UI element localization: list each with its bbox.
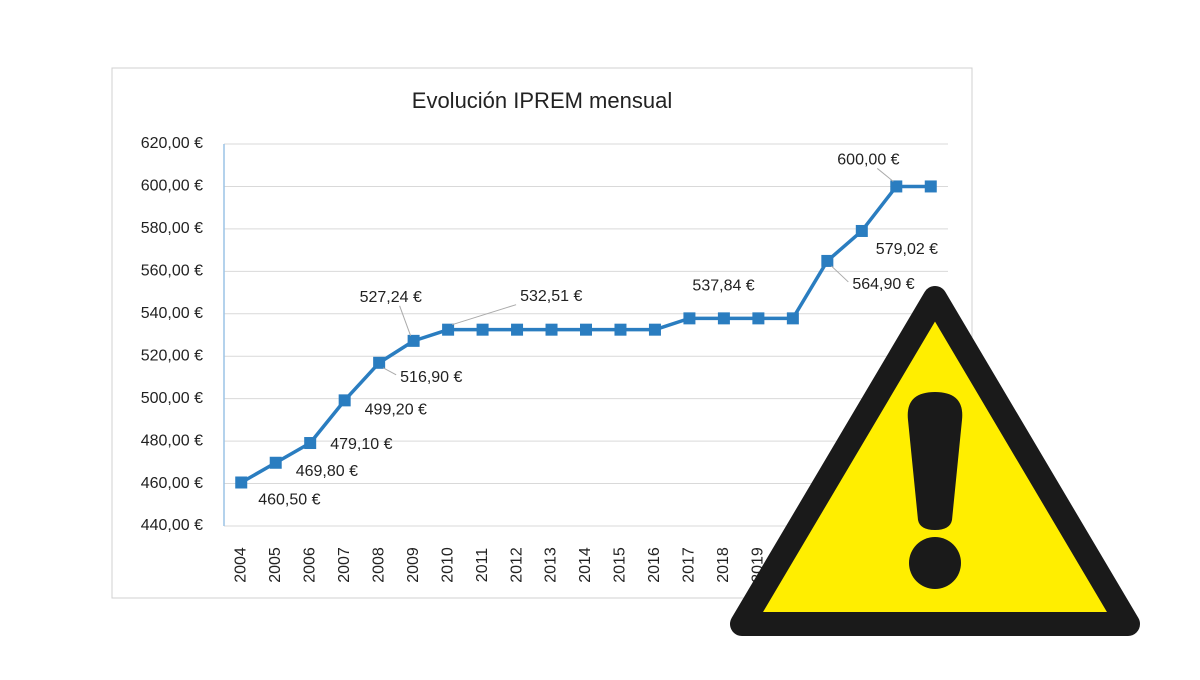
x-tick-label: 2008 bbox=[370, 547, 387, 583]
data-point bbox=[442, 323, 455, 336]
warning-sign bbox=[730, 286, 1140, 636]
data-point bbox=[855, 224, 868, 237]
data-label: 499,20 € bbox=[365, 402, 427, 419]
data-point bbox=[545, 323, 558, 336]
data-label: 469,80 € bbox=[296, 463, 358, 480]
data-label: 532,51 € bbox=[520, 288, 582, 305]
y-tick-label: 440,00 € bbox=[141, 517, 203, 534]
x-tick-label: 2007 bbox=[336, 547, 353, 583]
x-tick-label: 2015 bbox=[612, 547, 629, 583]
leader-line bbox=[399, 305, 412, 337]
data-point bbox=[752, 312, 765, 325]
x-tick-label: 2016 bbox=[646, 547, 663, 583]
x-tick-label: 2011 bbox=[474, 548, 491, 583]
y-tick-label: 580,00 € bbox=[141, 220, 203, 237]
data-label: 579,02 € bbox=[876, 241, 938, 258]
x-tick-label: 2010 bbox=[439, 547, 456, 583]
x-tick-label: 2006 bbox=[301, 547, 318, 583]
x-tick-label: 2009 bbox=[405, 547, 422, 583]
data-point bbox=[580, 323, 592, 336]
data-label: 600,00 € bbox=[837, 152, 899, 169]
x-tick-label: 2017 bbox=[681, 547, 698, 583]
data-point bbox=[821, 254, 834, 267]
data-label: 479,10 € bbox=[330, 436, 392, 453]
data-point bbox=[373, 356, 386, 369]
y-tick-label: 460,00 € bbox=[141, 475, 203, 492]
data-point bbox=[614, 323, 627, 336]
y-tick-label: 480,00 € bbox=[141, 432, 203, 449]
data-point bbox=[476, 323, 489, 336]
leader-line bbox=[876, 168, 894, 182]
data-point bbox=[511, 323, 524, 336]
y-tick-label: 540,00 € bbox=[141, 305, 203, 322]
x-tick-label: 2013 bbox=[543, 547, 560, 583]
data-point bbox=[890, 180, 903, 193]
x-tick-label: 2014 bbox=[577, 547, 594, 583]
data-point bbox=[269, 456, 282, 469]
data-point bbox=[717, 312, 730, 325]
data-point bbox=[235, 476, 248, 489]
leader-line bbox=[830, 265, 849, 283]
y-tick-label: 620,00 € bbox=[141, 135, 203, 152]
data-point bbox=[338, 394, 351, 407]
leader-line bbox=[382, 367, 397, 376]
y-tick-label: 520,00 € bbox=[141, 347, 203, 364]
exclamation-bar bbox=[907, 392, 963, 530]
data-label: 537,84 € bbox=[692, 278, 754, 295]
data-point bbox=[407, 334, 420, 347]
x-tick-label: 2012 bbox=[508, 547, 525, 583]
data-point bbox=[786, 312, 799, 325]
data-point bbox=[683, 312, 696, 325]
chart-title: Evolución IPREM mensual bbox=[412, 88, 672, 113]
x-tick-label: 2005 bbox=[267, 547, 284, 583]
data-point bbox=[648, 323, 661, 336]
x-tick-label: 2004 bbox=[232, 547, 249, 583]
data-point bbox=[304, 437, 317, 450]
data-label: 564,90 € bbox=[852, 276, 914, 293]
y-tick-label: 560,00 € bbox=[141, 263, 203, 280]
x-tick-label: 2018 bbox=[715, 547, 732, 583]
data-label: 460,50 € bbox=[258, 492, 320, 509]
exclamation-dot bbox=[909, 537, 961, 589]
y-tick-label: 500,00 € bbox=[141, 390, 203, 407]
leader-line bbox=[451, 304, 517, 326]
data-label: 516,90 € bbox=[400, 369, 462, 386]
data-label: 527,24 € bbox=[360, 289, 422, 306]
data-point bbox=[924, 180, 937, 193]
y-tick-label: 600,00 € bbox=[141, 178, 203, 195]
